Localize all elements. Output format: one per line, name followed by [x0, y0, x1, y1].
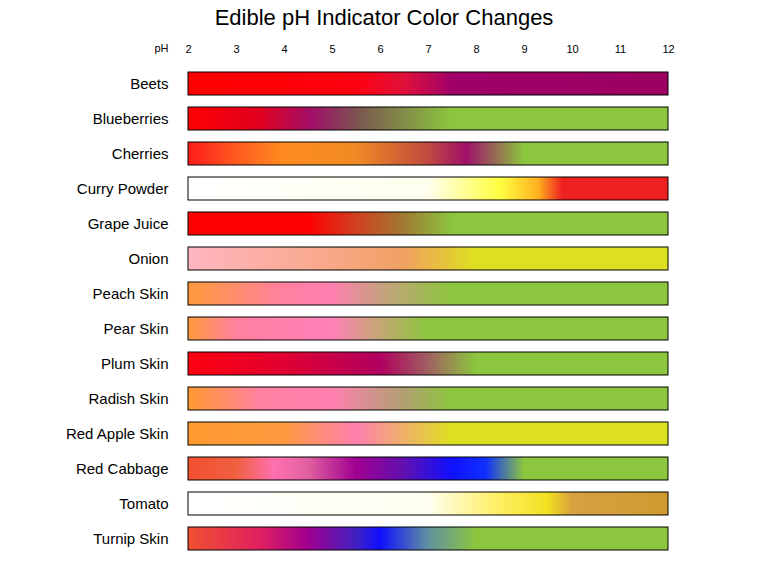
svg-text:11: 11	[615, 43, 626, 55]
svg-text:7: 7	[425, 43, 431, 55]
svg-text:Blueberries: Blueberries	[93, 110, 169, 127]
svg-text:12: 12	[662, 43, 674, 55]
html-text:Edible pH Indicator Color Chan: Edible pH Indicator Color Changes	[214, 5, 554, 30]
svg-text:Red Cabbage: Red Cabbage	[76, 460, 169, 477]
svg-text:Tomato: Tomato	[119, 495, 168, 512]
svg-text:6: 6	[377, 43, 383, 55]
svg-text:Pear Skin: Pear Skin	[103, 320, 168, 337]
svg-text:Curry Powder: Curry Powder	[77, 180, 169, 197]
svg-text:Onion: Onion	[128, 250, 168, 267]
svg-text:4: 4	[281, 43, 287, 55]
svg-text:10: 10	[566, 43, 578, 55]
svg-text:8: 8	[473, 43, 479, 55]
svg-text:Red Apple Skin: Red Apple Skin	[66, 425, 169, 442]
svg-text:Grape Juice: Grape Juice	[88, 215, 169, 232]
svg-text:3: 3	[233, 43, 239, 55]
svg-text:Peach Skin: Peach Skin	[93, 285, 169, 302]
svg-text:5: 5	[329, 43, 335, 55]
svg-text:Radish Skin: Radish Skin	[88, 390, 168, 407]
svg-text:9: 9	[521, 43, 527, 55]
svg-text:Turnip Skin: Turnip Skin	[93, 530, 168, 547]
svg-text:Cherries: Cherries	[112, 145, 169, 162]
svg-text:pH: pH	[154, 42, 168, 54]
svg-text:Beets: Beets	[130, 75, 168, 92]
svg-text:Plum Skin: Plum Skin	[101, 355, 169, 372]
svg-text:2: 2	[185, 43, 191, 55]
